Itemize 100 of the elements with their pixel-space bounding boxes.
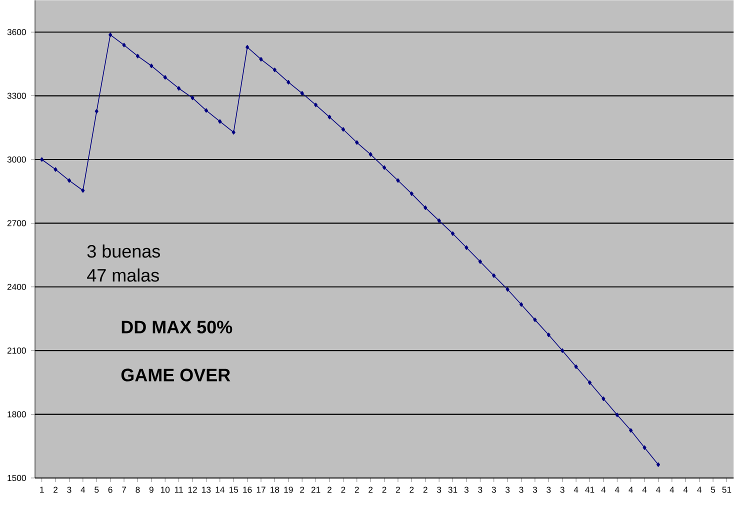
point	[629, 428, 633, 433]
x-tick-label: 3	[506, 486, 510, 493]
x-tick-label: 18	[270, 486, 280, 493]
annotation: GAME OVER	[121, 368, 230, 382]
point	[328, 114, 332, 120]
point	[506, 287, 510, 292]
x-tick-label: 4	[697, 486, 702, 493]
point	[314, 102, 318, 108]
x-tick-label: 6	[108, 486, 112, 493]
x-tick-label: 19	[284, 486, 293, 493]
x-tick-label: 3	[478, 486, 482, 493]
x-tick-label: 4	[683, 486, 688, 493]
point	[122, 42, 126, 48]
y-tick-label: 2700	[7, 220, 26, 226]
point	[615, 412, 619, 418]
x-tick-label: 3	[519, 486, 524, 493]
point	[246, 44, 250, 50]
annotation: DD MAX 50%	[122, 320, 232, 334]
point	[54, 167, 58, 172]
point	[272, 68, 277, 72]
point	[232, 130, 236, 135]
point	[588, 380, 592, 385]
x-tick-label: 3	[560, 486, 564, 493]
point	[81, 188, 85, 193]
point	[136, 54, 140, 58]
point	[300, 91, 304, 96]
point	[40, 157, 44, 162]
x-tick-label: 4	[670, 486, 674, 493]
x-tick-label: 10	[160, 486, 170, 493]
x-tick-label: 4	[80, 486, 86, 493]
x-tick-label: 4	[628, 486, 634, 493]
x-tick-label: 3	[546, 486, 551, 493]
x-tick-label: 4	[601, 486, 606, 493]
point	[368, 152, 372, 157]
x-tick-label: 2	[423, 486, 428, 493]
point	[519, 302, 524, 307]
x-tick-label: 5	[710, 486, 716, 493]
x-tick-label: 4	[642, 486, 647, 493]
point	[560, 348, 564, 353]
y-tick-label: 1800	[8, 411, 26, 418]
point	[259, 57, 263, 62]
point	[424, 205, 428, 210]
annotation: 47 malas	[87, 268, 159, 282]
x-tick-label: 41	[585, 486, 594, 493]
x-tick-label: 3	[464, 486, 468, 493]
x-tick-label: 12	[188, 486, 197, 493]
point	[602, 396, 606, 402]
x-tick-label: 2	[300, 486, 304, 493]
point	[642, 445, 646, 450]
x-tick-label: 2	[54, 486, 58, 493]
point	[546, 332, 550, 338]
x-tick-label: 16	[243, 486, 252, 493]
x-tick-label: 4	[574, 486, 578, 493]
point	[341, 127, 345, 132]
y-tick-label: 3300	[7, 92, 26, 99]
x-tick-label: 3	[437, 486, 442, 493]
point	[382, 165, 386, 170]
x-tick-label: 14	[216, 486, 224, 493]
x-tick-label: 9	[149, 486, 154, 493]
point	[94, 109, 98, 114]
y-tick-label: 1500	[8, 474, 26, 482]
x-tick-label: 3	[67, 486, 72, 493]
point	[396, 178, 400, 183]
point	[204, 108, 208, 113]
point	[163, 75, 167, 80]
point	[108, 32, 112, 38]
x-tick-label: 2	[328, 486, 332, 493]
point	[355, 140, 359, 145]
point	[410, 191, 414, 196]
point	[67, 178, 72, 183]
x-tick-label: 8	[136, 486, 140, 493]
x-tick-label: 4	[614, 486, 620, 493]
x-tick-label: 1	[40, 486, 44, 493]
point	[478, 259, 482, 264]
x-tick-label: 15	[229, 486, 238, 493]
point	[533, 318, 537, 322]
x-tick-label: 2	[368, 486, 373, 493]
point	[450, 231, 455, 236]
x-tick-label: 2	[341, 486, 346, 493]
point	[492, 273, 496, 278]
point	[437, 218, 441, 223]
point	[286, 80, 290, 84]
x-tick-label: 2	[354, 486, 359, 493]
point	[574, 364, 578, 370]
point	[177, 86, 181, 91]
x-tick-label: 2	[410, 486, 414, 493]
x-tick-label: 3	[492, 486, 496, 493]
point	[464, 245, 468, 250]
x-tick-label: 3	[532, 486, 537, 493]
x-tick-label: 5	[94, 486, 99, 493]
annotation: 3 buenas	[87, 244, 160, 258]
x-tick-label: 11	[174, 486, 183, 493]
point	[218, 119, 222, 124]
x-tick-label: 21	[311, 486, 320, 493]
x-tick-label: 2	[382, 486, 386, 493]
x-tick-label: 4	[656, 486, 660, 493]
point	[150, 64, 154, 68]
x-tick-label: 17	[256, 486, 266, 493]
point	[190, 96, 194, 100]
x-tick-label: 7	[122, 486, 126, 493]
